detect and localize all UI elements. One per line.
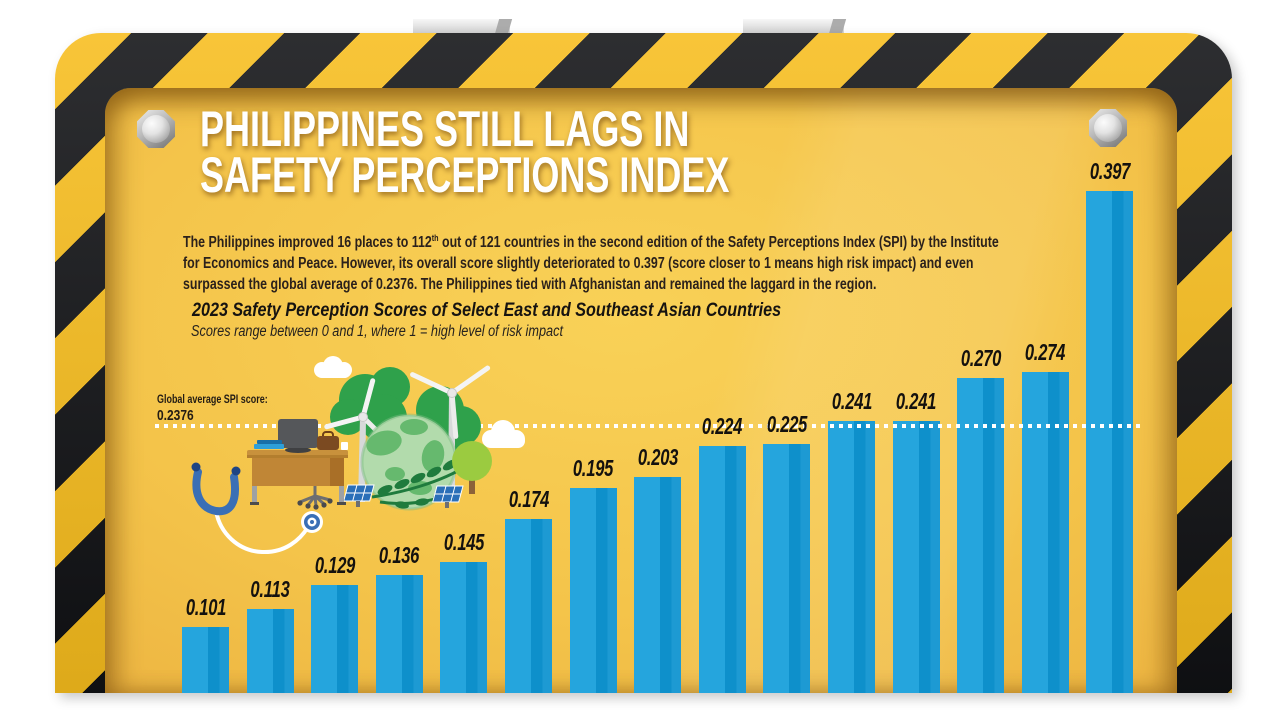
- bar: [1021, 372, 1069, 693]
- intro-line-3: surpassed the global average of 0.2376. …: [183, 276, 877, 294]
- desk-icon: [247, 450, 348, 505]
- bar-value-label: 0.241: [895, 387, 937, 414]
- bar: [698, 445, 746, 693]
- screw-top-right-icon: [1089, 109, 1127, 147]
- bar: [440, 561, 488, 693]
- bar: [892, 420, 940, 693]
- bar-value-label: 0.174: [508, 486, 549, 513]
- bar-value-label: 0.241: [831, 387, 872, 414]
- chart-subtitle: Scores range between 0 and 1, where 1 = …: [191, 323, 563, 340]
- bar: [375, 575, 423, 693]
- bar-value-label: 0.113: [250, 575, 290, 602]
- globe-icon: [360, 413, 458, 511]
- bar-value-label: 0.136: [379, 542, 420, 569]
- intro-line-1: The Philippines improved 16 places to 11…: [183, 233, 999, 252]
- bar-value-label: 0.145: [443, 528, 485, 555]
- bar: [505, 519, 552, 693]
- global-average-label: Global average SPI score: 0.2376: [157, 394, 299, 424]
- bar: [957, 378, 1005, 693]
- screw-top-left-icon: [137, 110, 175, 148]
- solar-panel-icon: [343, 484, 375, 507]
- computer-monitor-icon: [278, 419, 318, 453]
- bar: [569, 488, 617, 693]
- bar: [828, 420, 875, 693]
- books-icon: [254, 440, 284, 449]
- intro-line-2: for Economics and Peace. However, its ov…: [183, 255, 974, 273]
- panel-handle-right: [743, 19, 844, 34]
- global-average-value: 0.2376: [157, 407, 194, 424]
- cloud-icon: [314, 356, 352, 378]
- bar-value-label: 0.397: [1089, 158, 1131, 185]
- bar-value-label: 0.224: [702, 412, 743, 439]
- bar-value-label: 0.274: [1025, 339, 1066, 366]
- superscript-th: th: [431, 233, 439, 243]
- bar: [182, 626, 229, 693]
- bar-value-label: 0.129: [314, 552, 356, 579]
- page-title: PHILIPPINES STILL LAGS IN SAFETY PERCEPT…: [200, 101, 730, 203]
- chart-title: 2023 Safety Perception Scores of Select …: [192, 300, 782, 321]
- bar: [246, 608, 294, 693]
- stethoscope-icon: [191, 462, 323, 555]
- solar-panel-icon: [432, 485, 464, 508]
- bar-value-label: 0.101: [185, 593, 226, 620]
- bar: [763, 444, 811, 693]
- title-line-1: PHILIPPINES STILL LAGS IN: [200, 101, 690, 157]
- office-chair-icon: [297, 498, 333, 510]
- office-chair-icon: [299, 486, 331, 507]
- bar-value-label: 0.203: [637, 443, 679, 470]
- bar-value-label: 0.270: [960, 345, 1002, 372]
- bar: [311, 585, 359, 693]
- bar-value-label: 0.195: [572, 455, 614, 482]
- eco-office-illustration: [191, 356, 525, 555]
- title-line-2: SAFETY PERCEPTIONS INDEX: [200, 147, 730, 203]
- bar: [1086, 191, 1134, 693]
- bar-value-label: 0.225: [766, 411, 808, 438]
- cup-icon: [341, 442, 348, 450]
- briefcase-icon: [317, 431, 339, 450]
- panel-handle-left: [413, 19, 510, 34]
- global-average-line: [155, 423, 1140, 428]
- cloud-icon: [482, 420, 525, 448]
- intro-paragraph: The Philippines improved 16 places to 11…: [183, 228, 999, 295]
- global-average-text: Global average SPI score:: [157, 394, 268, 406]
- small-tree-icon: [452, 441, 492, 494]
- bar: [634, 476, 682, 693]
